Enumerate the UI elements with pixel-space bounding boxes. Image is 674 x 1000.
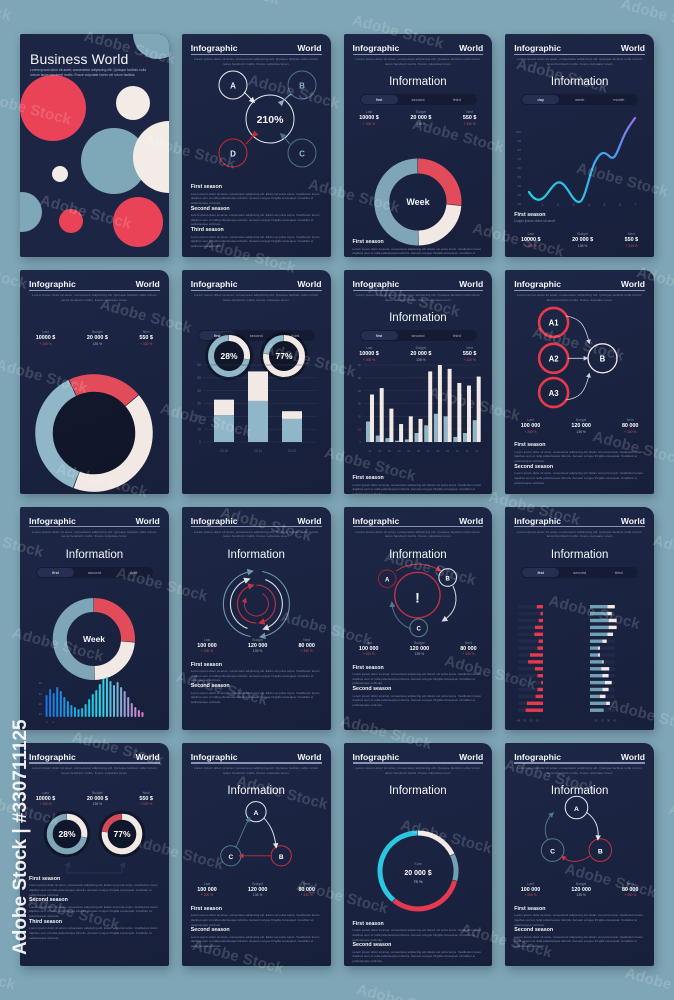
svg-text:03: 03 (388, 450, 391, 453)
svg-text:30: 30 (357, 402, 361, 406)
svg-text:0: 0 (359, 440, 361, 444)
svg-text:!: ! (415, 589, 420, 605)
svg-text:06: 06 (417, 450, 420, 453)
svg-text:20.10: 20.10 (220, 449, 228, 453)
svg-text:40: 40 (518, 184, 522, 188)
svg-text:30: 30 (607, 718, 610, 722)
svg-text:B: B (600, 355, 606, 364)
svg-text:A: A (253, 810, 258, 817)
svg-text:40: 40 (39, 681, 43, 685)
svg-text:-30: -30 (523, 718, 527, 722)
svg-text:2: 2 (557, 203, 559, 207)
svg-text:B: B (445, 576, 450, 582)
svg-text:Week: Week (83, 634, 105, 644)
svg-text:20: 20 (197, 415, 201, 419)
svg-text:08: 08 (436, 450, 439, 453)
svg-text:90: 90 (518, 139, 522, 143)
svg-text:40: 40 (614, 718, 617, 722)
svg-text:0: 0 (46, 720, 48, 724)
svg-text:A: A (230, 82, 236, 91)
svg-text:A2: A2 (549, 355, 560, 364)
svg-text:50: 50 (518, 175, 522, 179)
svg-text:3: 3 (573, 203, 575, 207)
svg-text:C: C (228, 854, 233, 861)
svg-text:10: 10 (595, 718, 598, 722)
svg-text:12: 12 (475, 450, 478, 453)
svg-text:40: 40 (197, 389, 201, 393)
svg-text:1: 1 (542, 203, 544, 207)
svg-text:A1: A1 (549, 319, 560, 328)
svg-text:C: C (416, 626, 421, 632)
svg-text:28%: 28% (58, 829, 75, 839)
svg-text:09: 09 (446, 450, 449, 453)
svg-text:70: 70 (518, 157, 522, 161)
svg-text:60: 60 (357, 363, 361, 367)
svg-text:40: 40 (357, 389, 361, 393)
svg-text:C: C (550, 848, 555, 855)
svg-text:A3: A3 (549, 389, 560, 398)
svg-text:20: 20 (39, 702, 43, 706)
svg-text:10: 10 (39, 712, 43, 716)
svg-text:7: 7 (635, 203, 637, 207)
svg-text:30: 30 (518, 193, 522, 197)
svg-text:02: 02 (378, 450, 381, 453)
svg-text:10: 10 (357, 428, 361, 432)
svg-text:28%: 28% (220, 351, 237, 361)
svg-text:07: 07 (426, 450, 429, 453)
svg-text:20: 20 (518, 202, 522, 206)
svg-text:D: D (230, 150, 236, 159)
svg-text:B: B (598, 848, 603, 855)
svg-text:60: 60 (197, 363, 201, 367)
svg-text:20.12: 20.12 (288, 449, 296, 453)
svg-text:-40: -40 (517, 718, 521, 722)
svg-text:30: 30 (39, 692, 43, 696)
svg-text:-10: -10 (535, 718, 539, 722)
svg-text:4: 4 (588, 203, 590, 207)
svg-text:C: C (299, 150, 305, 159)
svg-text:20: 20 (357, 415, 361, 419)
svg-text:100: 100 (516, 130, 521, 134)
svg-text:50: 50 (357, 376, 361, 380)
svg-text:-20: -20 (529, 718, 533, 722)
svg-text:6: 6 (619, 203, 621, 207)
svg-text:10: 10 (455, 450, 458, 453)
svg-text:210%: 210% (256, 114, 284, 126)
svg-text:Sum: Sum (414, 862, 421, 866)
svg-text:5: 5 (604, 203, 606, 207)
svg-text:B: B (299, 82, 305, 91)
svg-text:20.11: 20.11 (254, 449, 262, 453)
svg-text:11: 11 (465, 450, 468, 453)
svg-text:50: 50 (197, 376, 201, 380)
svg-text:0: 0 (199, 440, 201, 444)
svg-text:77%: 77% (275, 351, 292, 361)
svg-text:04: 04 (397, 450, 400, 453)
svg-text:20 000 $: 20 000 $ (404, 870, 431, 877)
svg-text:01: 01 (368, 450, 371, 453)
svg-text:30: 30 (197, 402, 201, 406)
svg-text:Week: Week (406, 197, 430, 207)
svg-text:20: 20 (601, 718, 604, 722)
svg-text:80: 80 (518, 148, 522, 152)
svg-text:77%: 77% (113, 829, 130, 839)
svg-text:1: 1 (52, 720, 54, 724)
svg-text:A: A (574, 806, 579, 813)
svg-text:60: 60 (518, 166, 522, 170)
svg-text:75 %: 75 % (413, 879, 423, 884)
svg-text:10: 10 (197, 428, 201, 432)
svg-text:05: 05 (407, 450, 410, 453)
svg-text:B: B (279, 854, 284, 861)
svg-text:A: A (385, 577, 390, 583)
